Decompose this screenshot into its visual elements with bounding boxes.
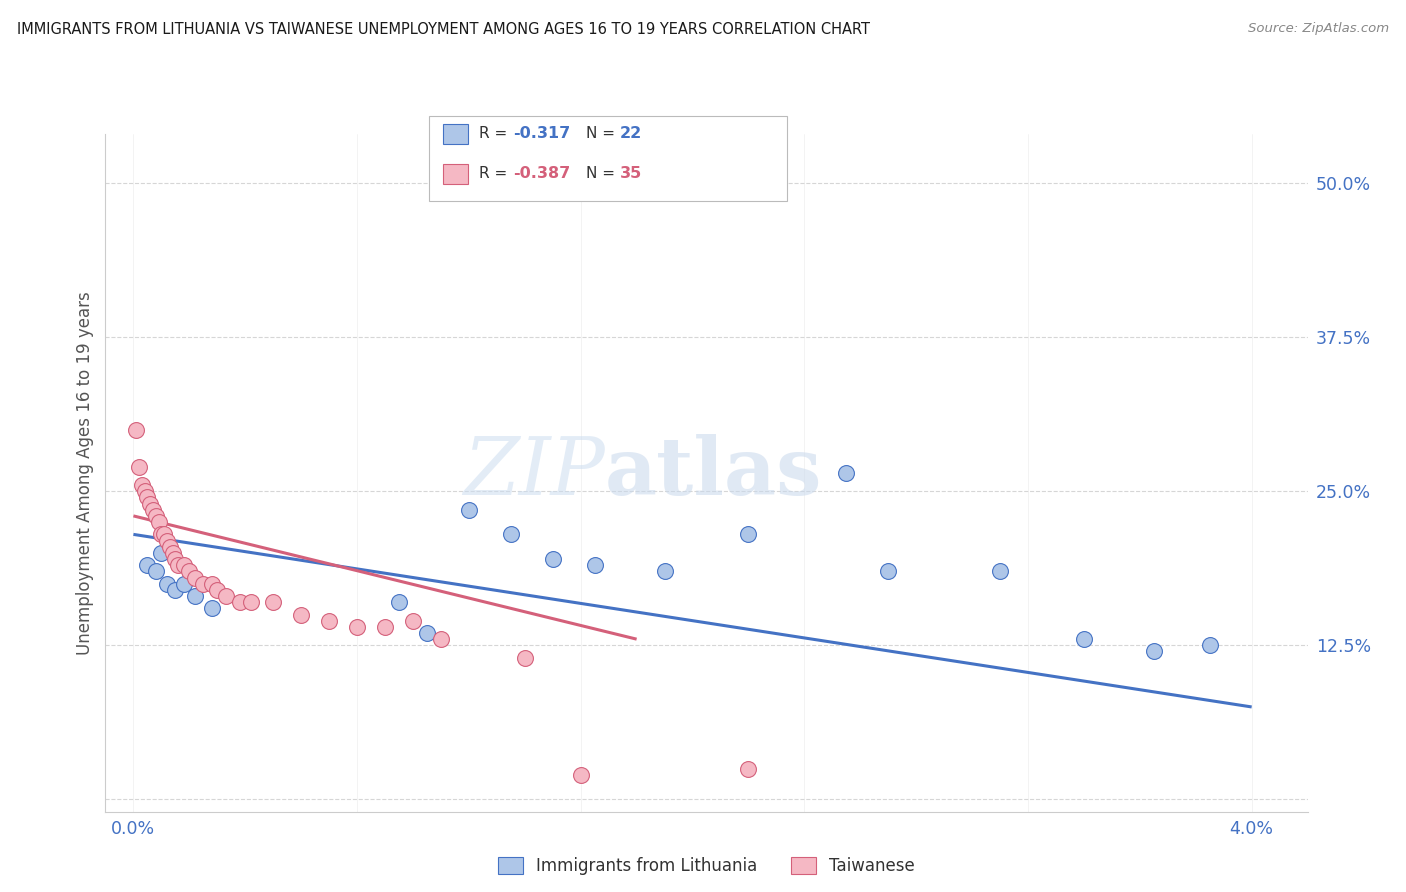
Point [153,527,176,541]
Point [173,558,195,573]
Point [201,576,224,591]
Point [402,614,425,628]
Point [569,768,592,782]
Point [128,459,150,474]
Text: 22: 22 [620,127,643,141]
Point [214,589,236,603]
Point [173,576,195,591]
Text: N =: N = [586,127,620,141]
Point [193,576,215,591]
Point [201,601,224,615]
Point [184,570,207,584]
Point [167,558,190,573]
Point [150,546,173,560]
Y-axis label: Unemployment Among Ages 16 to 19 years: Unemployment Among Ages 16 to 19 years [76,291,94,655]
Point [150,527,173,541]
Legend: Immigrants from Lithuania, Taiwanese: Immigrants from Lithuania, Taiwanese [491,850,922,881]
Text: ZIP: ZIP [463,434,605,511]
Point [207,582,229,597]
Point [318,614,340,628]
Text: Source: ZipAtlas.com: Source: ZipAtlas.com [1249,22,1389,36]
Point [165,552,187,566]
Point [159,540,181,554]
Point [1198,638,1220,652]
Point [430,632,453,647]
Point [162,546,184,560]
Point [136,491,159,505]
Text: IMMIGRANTS FROM LITHUANIA VS TAIWANESE UNEMPLOYMENT AMONG AGES 16 TO 19 YEARS CO: IMMIGRANTS FROM LITHUANIA VS TAIWANESE U… [17,22,870,37]
Point [184,589,207,603]
Text: R =: R = [479,167,513,181]
Text: 35: 35 [620,167,643,181]
Point [145,565,167,579]
Point [134,484,156,499]
Point [737,762,759,776]
Point [239,595,262,609]
Point [374,620,396,634]
Point [416,626,439,640]
Point [156,576,179,591]
Point [541,552,564,566]
Point [145,508,167,523]
Point [877,565,900,579]
Point [179,565,201,579]
Text: R =: R = [479,127,513,141]
Point [499,527,522,541]
Point [737,527,759,541]
Point [583,558,606,573]
Point [988,565,1011,579]
Point [835,466,858,480]
Point [654,565,676,579]
Point [262,595,284,609]
Point [131,478,153,492]
Point [513,650,536,665]
Text: N =: N = [586,167,620,181]
Point [142,502,165,516]
Point [165,582,187,597]
Point [148,515,170,529]
Point [1073,632,1095,647]
Point [125,423,148,437]
Point [457,502,479,516]
Point [228,595,250,609]
Text: -0.387: -0.387 [513,167,571,181]
Point [1143,644,1166,658]
Point [156,533,179,548]
Point [136,558,159,573]
Point [139,497,162,511]
Point [388,595,411,609]
Text: -0.317: -0.317 [513,127,571,141]
Point [346,620,368,634]
Text: atlas: atlas [605,434,821,512]
Point [290,607,312,622]
